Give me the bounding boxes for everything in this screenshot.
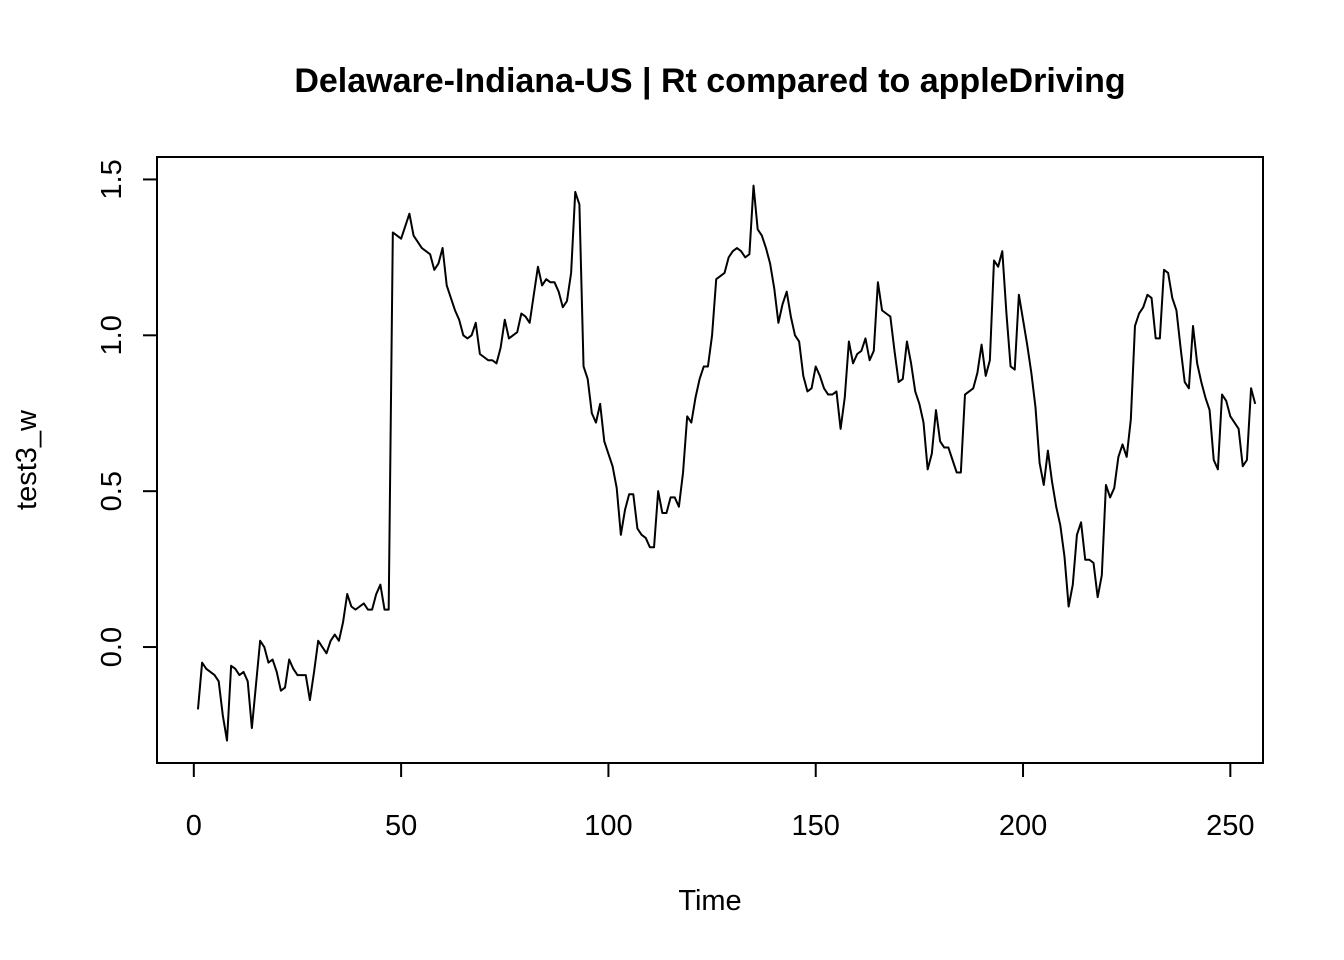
y-axis-label: test3_w xyxy=(11,409,43,510)
plot-frame xyxy=(156,156,1264,764)
x-tick-label: 100 xyxy=(584,810,632,842)
y-axis: 0.0 0.5 1.0 1.5 xyxy=(96,159,158,667)
y-tick-label: 0.5 xyxy=(96,471,128,511)
chart-title: Delaware-Indiana-US | Rt compared to app… xyxy=(294,62,1125,100)
series-line-0 xyxy=(196,184,1257,742)
x-tick-label: 50 xyxy=(385,810,417,842)
x-tick-label: 200 xyxy=(999,810,1047,842)
x-axis-label: Time xyxy=(678,885,741,917)
x-axis: 0 50 100 150 200 250 xyxy=(186,762,1255,842)
x-tick-label: 150 xyxy=(792,810,840,842)
y-tick-label: 1.5 xyxy=(96,159,128,199)
y-tick-label: 0.0 xyxy=(96,627,128,667)
y-tick-label: 1.0 xyxy=(96,315,128,355)
x-tick-label: 250 xyxy=(1206,810,1254,842)
x-tick-label: 0 xyxy=(186,810,202,842)
plot-area xyxy=(196,184,1257,742)
